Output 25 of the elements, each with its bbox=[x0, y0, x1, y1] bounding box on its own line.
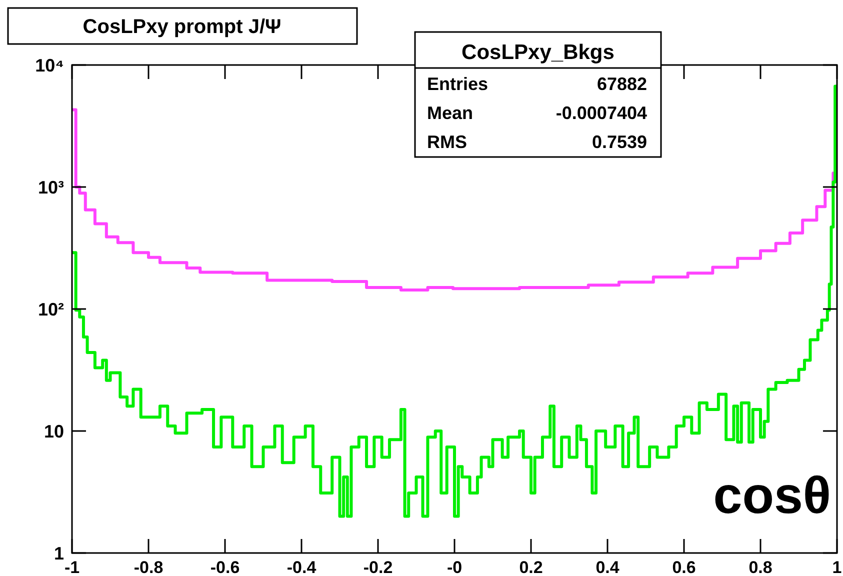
x-tick-label: 1 bbox=[832, 558, 842, 576]
x-tick-label: -0.8 bbox=[134, 558, 164, 576]
annotation: 0.7539 bbox=[592, 132, 647, 152]
x-tick-label: -0.6 bbox=[210, 558, 240, 576]
annotation: Entries bbox=[427, 74, 488, 94]
x-tick-label: 0.4 bbox=[596, 558, 620, 576]
y-tick-label: 1 bbox=[54, 543, 64, 564]
x-axis-title: cosθ bbox=[713, 467, 831, 525]
x-tick-label: -0.2 bbox=[363, 558, 393, 576]
annotation: Mean bbox=[427, 103, 474, 123]
x-tick-label: -1 bbox=[64, 558, 80, 576]
text: CosLPxy_Bkgs bbox=[462, 41, 614, 64]
y-tick-label: 10² bbox=[38, 299, 64, 320]
y-tick-label: 10 bbox=[44, 421, 64, 442]
chart-title: CosLPxy prompt J/Ψ bbox=[82, 16, 282, 38]
x-tick-label: -0 bbox=[446, 558, 462, 576]
annotation: RMS bbox=[427, 132, 467, 152]
x-tick-label: 0.6 bbox=[672, 558, 696, 576]
y-tick-label: 10³ bbox=[38, 177, 64, 198]
x-tick-label: -0.4 bbox=[286, 558, 317, 576]
x-tick-label: 0.2 bbox=[519, 558, 543, 576]
annotation: -0.0007404 bbox=[556, 103, 647, 123]
y-tick-label: 10⁴ bbox=[35, 55, 64, 76]
annotation: 67882 bbox=[596, 74, 647, 94]
x-tick-label: 0.8 bbox=[748, 558, 772, 576]
